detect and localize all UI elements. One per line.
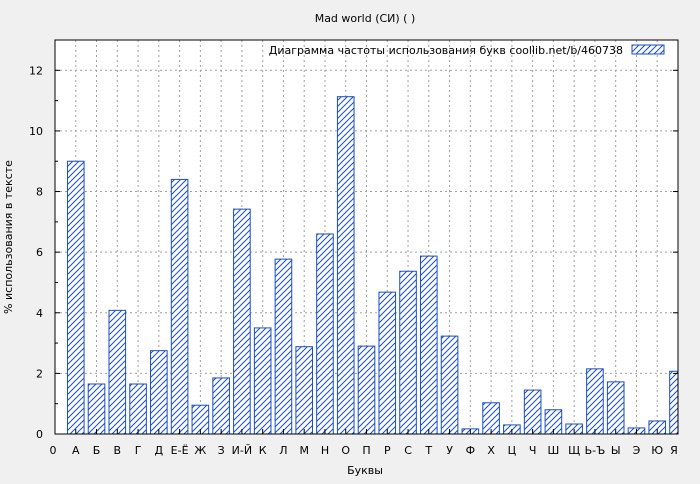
x-tick-label: О — [341, 444, 350, 457]
y-tick-label: 0 — [36, 428, 43, 441]
x-tick-label: Ю — [651, 444, 663, 457]
bar — [399, 270, 417, 435]
x-tick-label: Д — [155, 444, 164, 457]
x-tick-label: З — [218, 444, 225, 457]
legend: Диаграмма частоты использования букв coo… — [269, 44, 665, 57]
x-tick-label: Л — [279, 444, 287, 457]
x-tick-label: В — [114, 444, 122, 457]
x-tick-label: Н — [321, 444, 329, 457]
y-tick-label: 2 — [36, 367, 43, 380]
legend-label: Диаграмма частоты использования букв coo… — [269, 44, 623, 57]
bar — [233, 208, 251, 435]
x-tick-label: Р — [384, 444, 391, 457]
bar — [295, 346, 314, 435]
x-tick-label: М — [299, 444, 309, 457]
legend-swatch — [631, 44, 665, 55]
x-tick-label: С — [404, 444, 412, 457]
y-tick-label: 10 — [29, 125, 43, 138]
bar — [440, 335, 459, 435]
y-tick-label: 8 — [36, 186, 43, 199]
bar — [523, 389, 542, 435]
bar — [212, 377, 230, 435]
bar — [274, 258, 293, 435]
x-tick-label: Е-Ё — [171, 444, 189, 457]
x-tick-label: Ш — [548, 444, 560, 457]
x-tick-label: Ф — [466, 444, 475, 457]
bar — [378, 291, 397, 435]
axis-ticks — [54, 69, 679, 435]
bar — [108, 309, 127, 435]
bar — [606, 381, 625, 435]
x-tick-label: У — [446, 444, 453, 457]
y-axis-label: % использования в тексте — [2, 160, 15, 314]
bar — [66, 160, 85, 435]
x-tick-label: И-Й — [232, 444, 252, 457]
x-tick-label: Т — [424, 444, 432, 457]
x-tick-label: Ы — [611, 444, 621, 457]
x-tick-label: Ц — [508, 444, 517, 457]
x-tick-label: Г — [135, 444, 142, 457]
x-axis-label: Буквы — [347, 464, 383, 477]
bar — [357, 345, 376, 435]
y-tick-label: 12 — [29, 64, 43, 77]
bars — [66, 96, 679, 435]
y-tick-label: 4 — [36, 307, 43, 320]
bar — [669, 370, 679, 435]
y-tick-labels: 0 2 4 6 8 10 12 — [29, 64, 43, 441]
x-tick-label: А — [72, 444, 80, 457]
bar — [586, 368, 604, 435]
x-tick-labels: 0 А Б В Г Д Е-Ё Ж З И-Й К Л М Н О П Р С Т У Ф Х Ц Ч Ш Щ Ь-Ъ Ы Э Ю Я — [50, 444, 678, 457]
bar — [253, 327, 272, 435]
bar — [336, 96, 355, 435]
x-tick-label: Э — [633, 444, 641, 457]
x-tick-label: Ь-Ъ — [585, 444, 606, 457]
y-tick-label: 6 — [36, 246, 43, 259]
bar — [129, 383, 147, 435]
x-tick-label: Ж — [194, 444, 206, 457]
bar — [170, 178, 189, 435]
x-tick-label: Б — [93, 444, 101, 457]
x-tick-label: Х — [487, 444, 495, 457]
x-tick-label: К — [259, 444, 267, 457]
bar — [87, 383, 106, 435]
bar — [150, 350, 168, 435]
bar — [316, 233, 334, 435]
x-tick-label: Щ — [568, 444, 580, 457]
x-tick-label: Я — [670, 444, 678, 457]
x-tick-label: Ч — [529, 444, 537, 457]
bar — [419, 255, 438, 435]
x-tick-label: 0 — [50, 444, 57, 457]
chart-title: Mad world (СИ) ( ) — [315, 12, 416, 25]
x-tick-label: П — [362, 444, 370, 457]
